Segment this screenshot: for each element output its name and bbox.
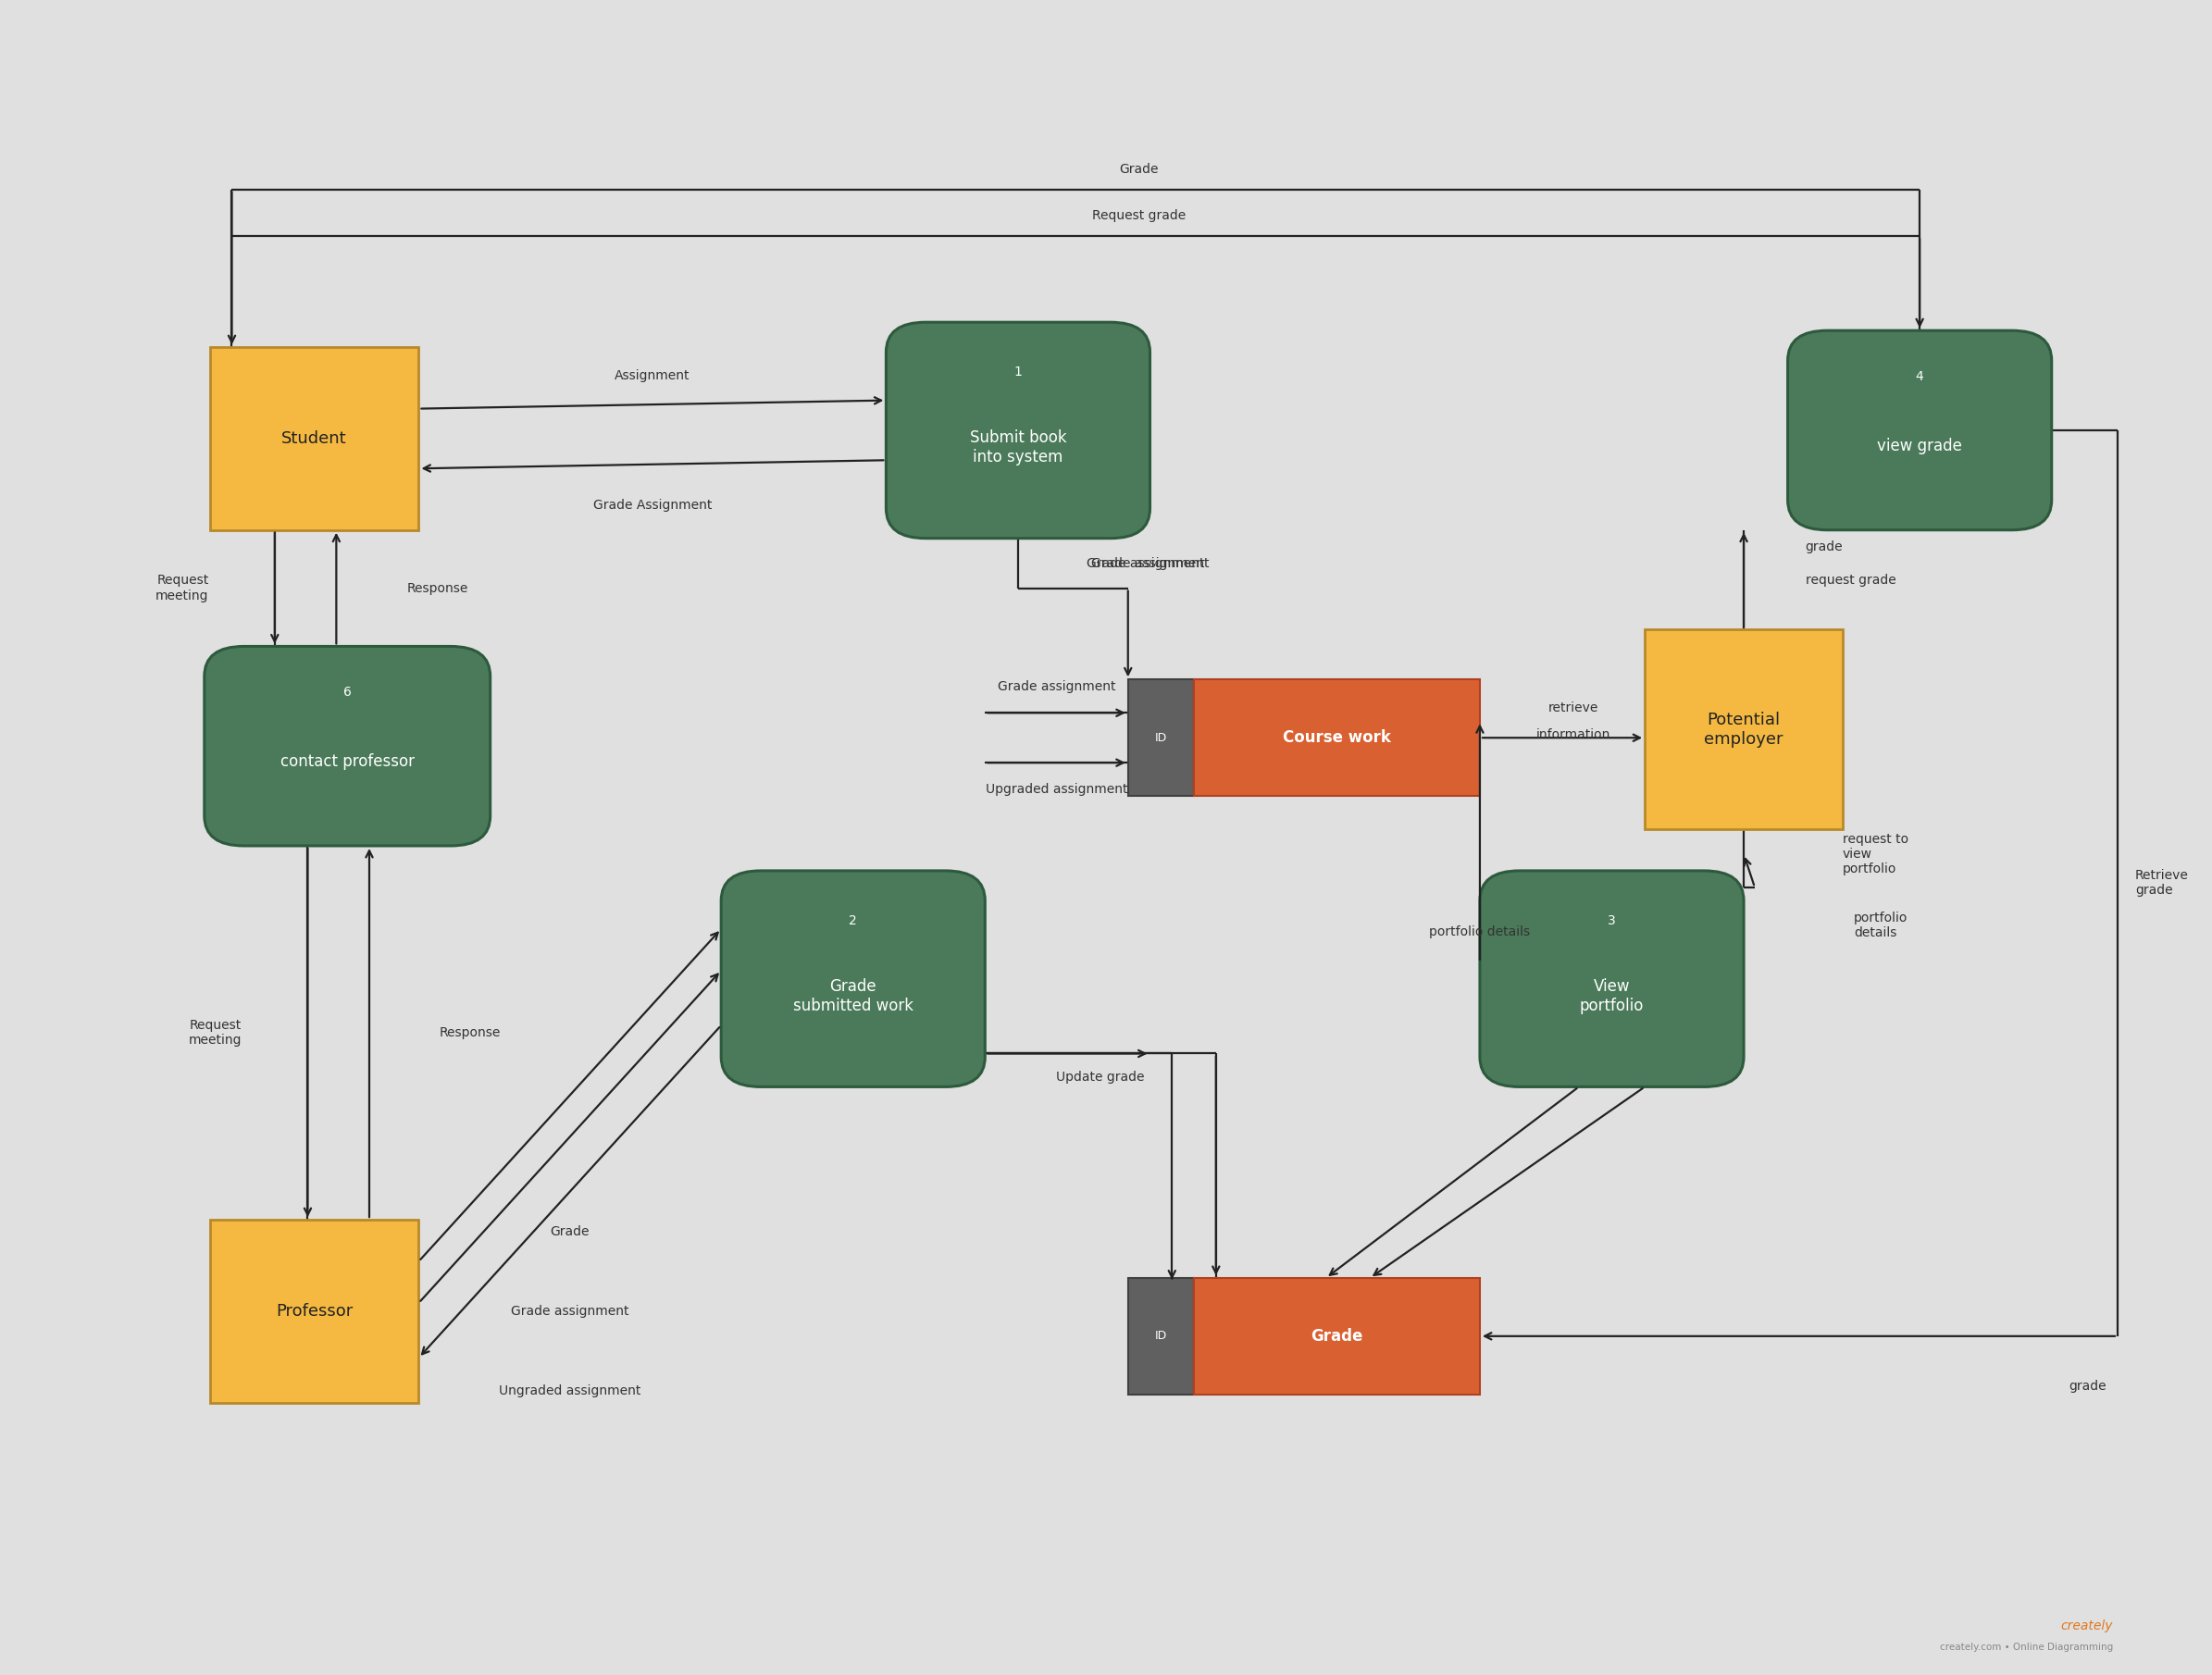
FancyBboxPatch shape — [721, 871, 984, 1087]
Text: Grade: Grade — [1312, 1328, 1363, 1345]
Text: Grade assignment: Grade assignment — [998, 680, 1115, 693]
Text: Response: Response — [440, 1027, 502, 1038]
Text: Request
meeting: Request meeting — [155, 575, 208, 601]
Text: Professor: Professor — [276, 1303, 354, 1320]
Text: 6: 6 — [343, 685, 352, 698]
Text: ID: ID — [1155, 1330, 1168, 1342]
Text: Grade: Grade — [551, 1224, 591, 1238]
Text: ID: ID — [1155, 732, 1168, 744]
Text: 4: 4 — [1916, 370, 1924, 384]
FancyBboxPatch shape — [1646, 630, 1843, 829]
FancyBboxPatch shape — [1194, 1278, 1480, 1394]
Text: 1: 1 — [1013, 365, 1022, 379]
Text: Response: Response — [407, 581, 469, 595]
Text: Submit book
into system: Submit book into system — [969, 429, 1066, 466]
FancyBboxPatch shape — [1194, 680, 1480, 796]
Text: grade: grade — [1805, 539, 1843, 553]
FancyBboxPatch shape — [1128, 680, 1194, 796]
Text: Potential
employer: Potential employer — [1703, 712, 1783, 747]
Text: view grade: view grade — [1878, 437, 1962, 454]
Text: Upgraded assignment: Upgraded assignment — [987, 782, 1128, 796]
Text: Assignment: Assignment — [615, 368, 690, 382]
FancyBboxPatch shape — [210, 1219, 418, 1402]
Text: 2: 2 — [849, 915, 856, 926]
FancyBboxPatch shape — [887, 322, 1150, 538]
Text: Grade
submitted work: Grade submitted work — [792, 978, 914, 1013]
Text: Retrieve
grade: Retrieve grade — [2135, 869, 2188, 898]
Text: Request grade: Request grade — [1093, 209, 1186, 223]
Text: Course work: Course work — [1283, 729, 1391, 745]
Text: creately: creately — [2062, 1620, 2112, 1631]
Text: Student: Student — [281, 430, 347, 447]
FancyBboxPatch shape — [204, 647, 491, 846]
FancyBboxPatch shape — [210, 347, 418, 529]
Text: Grade: Grade — [1119, 162, 1159, 176]
Text: information: information — [1535, 729, 1610, 740]
Text: Request
meeting: Request meeting — [188, 1018, 241, 1047]
Text: grade: grade — [2068, 1380, 2106, 1392]
Text: request to
view
portfolio: request to view portfolio — [1843, 832, 1909, 876]
FancyBboxPatch shape — [1787, 330, 2053, 529]
Text: retrieve: retrieve — [1548, 702, 1599, 714]
Text: Grade assignment: Grade assignment — [1091, 556, 1210, 570]
Text: portfolio details: portfolio details — [1429, 926, 1531, 938]
Text: Update grade: Update grade — [1057, 1070, 1144, 1084]
Text: Grade Assignment: Grade Assignment — [593, 499, 712, 511]
Text: Grade assignment: Grade assignment — [511, 1305, 628, 1318]
Text: Grade assignment: Grade assignment — [1086, 556, 1206, 570]
FancyBboxPatch shape — [1128, 1278, 1194, 1394]
Text: creately.com • Online Diagramming: creately.com • Online Diagramming — [1940, 1643, 2112, 1652]
Text: 3: 3 — [1608, 915, 1615, 926]
Text: View
portfolio: View portfolio — [1579, 978, 1644, 1013]
Text: portfolio
details: portfolio details — [1854, 911, 1907, 940]
Text: Ungraded assignment: Ungraded assignment — [500, 1385, 641, 1397]
FancyBboxPatch shape — [1480, 871, 1743, 1087]
Text: request grade: request grade — [1805, 573, 1896, 586]
Text: contact professor: contact professor — [281, 754, 414, 770]
